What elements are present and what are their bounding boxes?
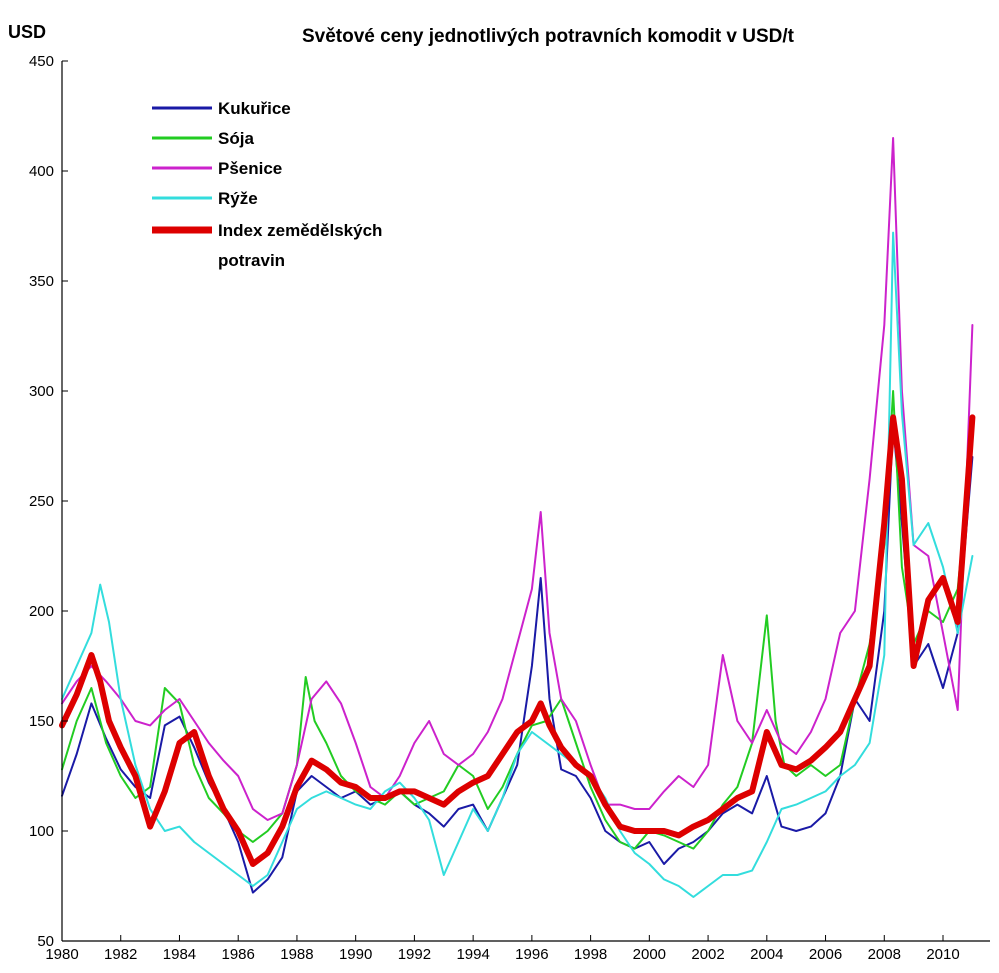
x-tick-label: 2004 xyxy=(750,946,783,963)
x-tick-label: 1994 xyxy=(456,946,489,963)
y-tick-label: 150 xyxy=(29,713,54,730)
series-line-2 xyxy=(61,390,974,850)
y-tick-label: 300 xyxy=(29,383,54,400)
x-tick-label: 1982 xyxy=(104,946,137,963)
legend-label-2: Sója xyxy=(218,129,254,148)
y-tick-label: 200 xyxy=(29,603,54,620)
legend-label-1: Kukuřice xyxy=(218,99,291,118)
legend-label-3: Pšenice xyxy=(218,159,282,178)
y-tick-label: 350 xyxy=(29,273,54,290)
x-tick-label: 1984 xyxy=(163,946,196,963)
legend-label-4: Rýže xyxy=(218,189,258,208)
y-axis-ticks: 50 100 150 200 250 300 350 400 450 xyxy=(29,53,68,950)
x-tick-label: 2002 xyxy=(691,946,724,963)
x-tick-label: 2008 xyxy=(868,946,901,963)
y-tick-label: 100 xyxy=(29,823,54,840)
x-tick-label: 1980 xyxy=(45,946,78,963)
series-line-4 xyxy=(61,231,974,898)
x-tick-label: 1990 xyxy=(339,946,372,963)
x-tick-label: 2006 xyxy=(809,946,842,963)
legend-label-5: Index zemědělských potravin xyxy=(218,221,382,270)
legend: Kukuřice Sója Pšenice Rýže Index zemědělskýc… xyxy=(152,99,382,270)
x-tick-label: 1998 xyxy=(574,946,607,963)
x-tick-label: 2010 xyxy=(926,946,959,963)
x-tick-label: 2000 xyxy=(633,946,666,963)
y-tick-label: 450 xyxy=(29,53,54,70)
x-tick-label: 1986 xyxy=(222,946,255,963)
y-tick-label: 250 xyxy=(29,493,54,510)
x-tick-label: 1988 xyxy=(280,946,313,963)
x-tick-label: 1992 xyxy=(398,946,431,963)
chart-title: Světové ceny jednotlivých potravních kom… xyxy=(302,26,795,47)
x-axis-ticks: 1980 1982 1984 1986 1988 1990 1992 1994 1996 1998… xyxy=(45,935,960,963)
x-tick-label: 1996 xyxy=(515,946,548,963)
y-axis-label: USD xyxy=(8,22,46,42)
series-line-5 xyxy=(59,414,976,867)
series-layer xyxy=(59,137,976,898)
series-line-3 xyxy=(61,137,974,821)
y-tick-label: 50 xyxy=(37,933,54,950)
y-tick-label: 400 xyxy=(29,163,54,180)
